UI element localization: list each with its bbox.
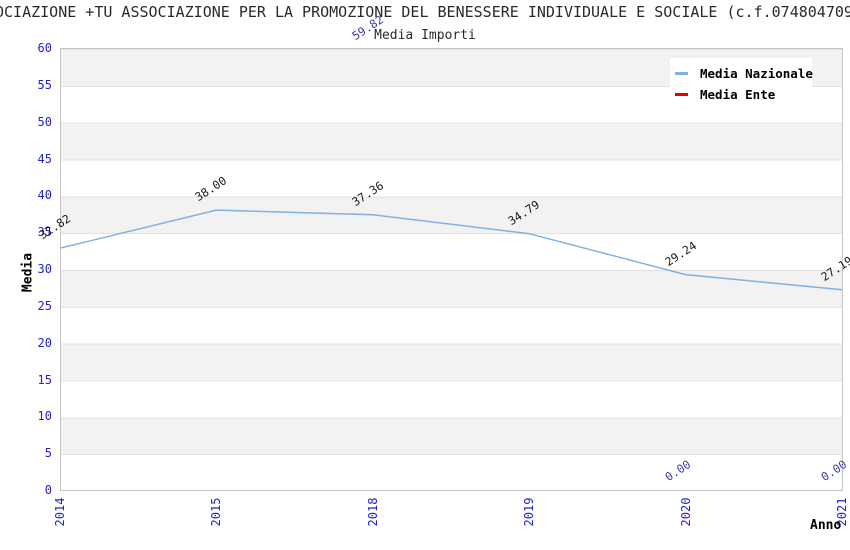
y-tick-label: 55	[37, 77, 52, 92]
legend-item: Media Ente	[675, 86, 812, 102]
legend-line-swatch	[675, 92, 688, 96]
chart-title: Media Importi	[374, 28, 476, 43]
x-tick-label: 2015	[209, 497, 224, 527]
y-tick-label: 25	[37, 298, 52, 313]
y-tick-label: 45	[37, 151, 52, 166]
y-tick-label: 35	[37, 225, 52, 240]
y-tick-label: 30	[37, 262, 52, 276]
y-tick-label: 60	[37, 41, 52, 55]
x-tick-label: 2014	[53, 497, 67, 527]
y-tick-label: 5	[44, 446, 52, 461]
y-axis-title: Media	[20, 252, 36, 293]
x-tick-label: 2020	[678, 497, 693, 527]
y-tick-label: 10	[37, 409, 52, 424]
plot-area	[60, 48, 843, 491]
legend-item-label: Media Nazionale	[700, 65, 813, 81]
legend-item-label: Media Ente	[700, 86, 776, 102]
y-tick-label: 20	[37, 335, 52, 350]
y-tick-label: 0	[44, 483, 52, 497]
x-tick-label: 2019	[522, 497, 537, 527]
x-axis-title: Anno	[810, 518, 842, 533]
chart-header-title: OCIAZIONE +TU ASSOCIAZIONE PER LA PROMOZ…	[0, 3, 850, 21]
y-tick-label: 40	[37, 188, 52, 203]
y-tick-label: 15	[37, 372, 52, 387]
legend-line-swatch	[675, 71, 688, 75]
x-tick-label: 2018	[365, 497, 380, 527]
y-tick-label: 50	[37, 114, 52, 129]
legend-item: Media Nazionale	[675, 65, 813, 81]
legend: Media Nazionale Media Ente	[670, 58, 813, 106]
